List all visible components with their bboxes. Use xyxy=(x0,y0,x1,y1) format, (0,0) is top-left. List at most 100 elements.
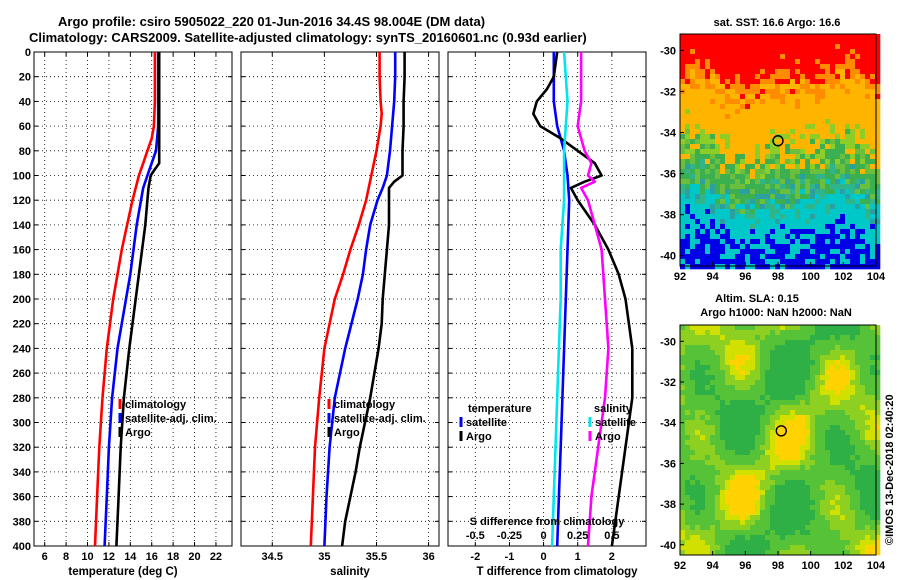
map-cell xyxy=(805,259,811,265)
map-cell xyxy=(810,380,816,386)
map-cell xyxy=(840,425,846,431)
map-cell xyxy=(820,59,826,65)
map-cell xyxy=(715,480,721,486)
map-cell xyxy=(825,360,831,366)
map-cell xyxy=(745,109,751,115)
map-cell xyxy=(740,109,746,115)
map-cell xyxy=(870,64,876,70)
map-cell xyxy=(690,350,696,356)
map-cell xyxy=(740,174,746,180)
map-cell xyxy=(795,510,801,516)
map-cell xyxy=(755,229,761,235)
map-cell xyxy=(745,480,751,486)
map-cell xyxy=(840,89,846,95)
map-cell xyxy=(685,505,691,511)
map-cell xyxy=(820,179,826,185)
map-cell xyxy=(720,89,726,95)
map-cell xyxy=(710,219,716,225)
map-cell xyxy=(685,159,691,165)
map-cell xyxy=(705,209,711,215)
map-cell xyxy=(775,505,781,511)
map-cell xyxy=(845,540,851,546)
map-cell xyxy=(725,154,731,160)
map-cell xyxy=(825,410,831,416)
map-cell xyxy=(715,545,721,551)
map-x-tick-label: 102 xyxy=(834,560,852,572)
map-cell xyxy=(790,59,796,65)
map-cell xyxy=(785,435,791,441)
map-cell xyxy=(705,365,711,371)
map-cell xyxy=(685,490,691,496)
map-cell xyxy=(855,540,861,546)
map-x-tick-label: 104 xyxy=(867,271,886,283)
map-cell xyxy=(835,525,841,531)
map-cell xyxy=(780,34,786,40)
map-cell xyxy=(720,405,726,411)
map-cell xyxy=(820,104,826,110)
series-line-climatology xyxy=(93,52,157,547)
map-cell xyxy=(850,520,856,526)
map-cell xyxy=(680,550,686,556)
map-cell xyxy=(720,74,726,80)
map-cell xyxy=(780,370,786,376)
map-cell xyxy=(845,515,851,521)
map-cell xyxy=(720,335,726,341)
map-cell xyxy=(775,350,781,356)
map-cell xyxy=(785,204,791,210)
map-cell xyxy=(765,390,771,396)
map-cell xyxy=(860,154,866,160)
map-cell xyxy=(760,360,766,366)
map-cell xyxy=(695,59,701,65)
map-cell xyxy=(730,124,736,130)
map-cell xyxy=(870,209,876,215)
map-cell xyxy=(725,550,731,556)
map-cell xyxy=(765,350,771,356)
map-cell xyxy=(830,109,836,115)
map-cell xyxy=(730,355,736,361)
map-cell xyxy=(725,239,731,245)
map-cell xyxy=(810,535,816,541)
y-tick-label: 280 xyxy=(13,393,31,405)
map-cell xyxy=(755,455,761,461)
map-cell xyxy=(710,94,716,100)
map-cell xyxy=(730,415,736,421)
map-cell xyxy=(840,370,846,376)
map-cell xyxy=(765,169,771,175)
map-cell xyxy=(865,79,871,85)
map-cell xyxy=(845,74,851,80)
map-cell xyxy=(785,535,791,541)
map-cell xyxy=(795,89,801,95)
map-cell xyxy=(705,490,711,496)
map-cell xyxy=(785,495,791,501)
map-cell xyxy=(810,259,816,265)
map-cell xyxy=(805,99,811,105)
map-x-tick-label: 96 xyxy=(739,271,751,283)
map-cell xyxy=(695,545,701,551)
map-cell xyxy=(855,475,861,481)
map-cell xyxy=(750,355,756,361)
map-cell xyxy=(715,395,721,401)
map-cell xyxy=(870,109,876,115)
map-cell xyxy=(725,244,731,250)
map-cell xyxy=(750,550,756,556)
map-cell xyxy=(765,545,771,551)
map-cell xyxy=(860,370,866,376)
map-cell xyxy=(710,164,716,170)
map-cell xyxy=(765,475,771,481)
map-cell xyxy=(780,109,786,115)
map-cell xyxy=(785,500,791,506)
map-cell xyxy=(760,159,766,165)
map-cell xyxy=(790,179,796,185)
map-cell xyxy=(730,64,736,70)
map-cell xyxy=(870,149,876,155)
map-cell xyxy=(850,415,856,421)
map-cell xyxy=(800,184,806,190)
map-cell xyxy=(735,405,741,411)
map-cell xyxy=(755,224,761,230)
map-cell xyxy=(700,400,706,406)
map-cell xyxy=(755,465,761,471)
map-cell xyxy=(760,129,766,135)
map-cell xyxy=(730,460,736,466)
map-cell xyxy=(685,44,691,50)
map-cell xyxy=(800,370,806,376)
